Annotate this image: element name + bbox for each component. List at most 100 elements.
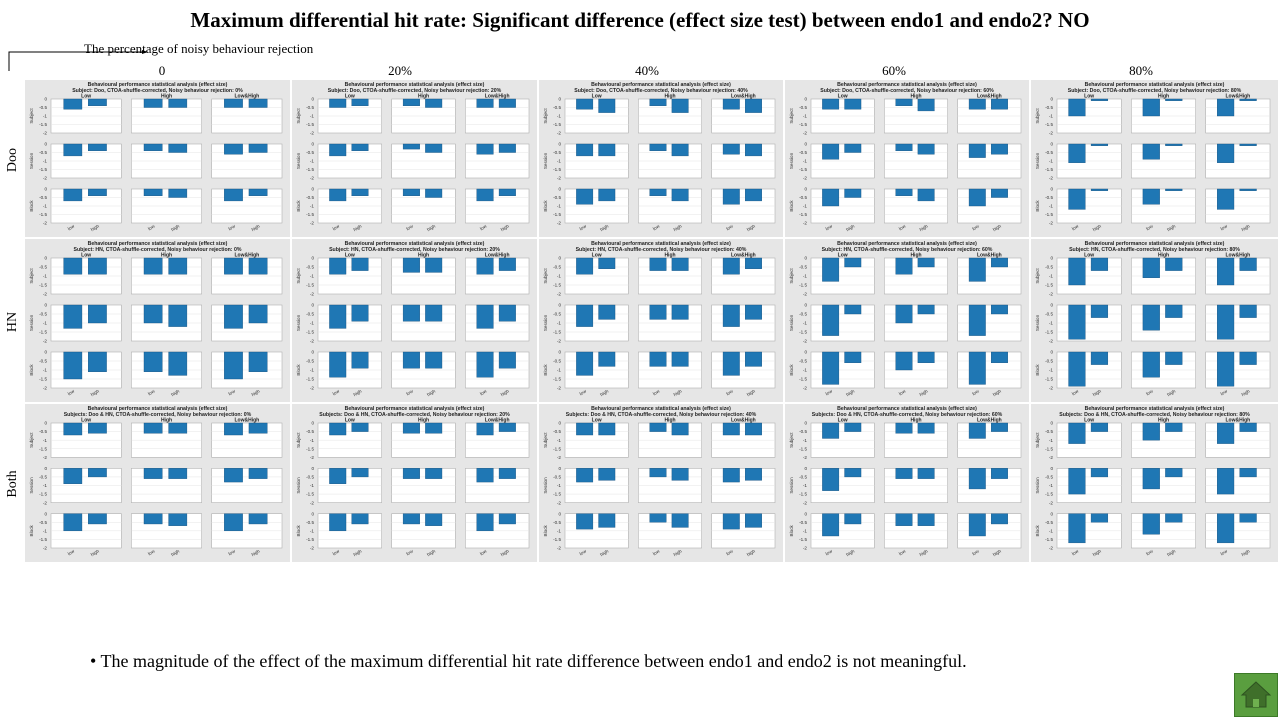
y-tick-label: -1 (1049, 483, 1054, 488)
subplot-title: Low (1084, 94, 1094, 100)
panel-subtitle: Subjects: Doo & HN, CTOA-shuffle-correct… (812, 412, 1003, 418)
x-tick-label: low (67, 388, 76, 396)
y-tick-label: 0 (44, 421, 47, 426)
bar (1217, 257, 1235, 286)
y-tick-label: 0 (558, 421, 561, 426)
y-tick-label: -2 (803, 546, 808, 551)
y-tick-label: -0.5 (799, 475, 807, 480)
bar (88, 143, 107, 152)
panel-title: Behavioural performance statistical anal… (837, 82, 977, 88)
slide-title: Maximum differential hit rate: Significa… (190, 8, 1090, 32)
x-tick-label: low (579, 388, 588, 396)
bar (143, 468, 163, 479)
subplot-row-label: Block (789, 200, 794, 212)
bar (1090, 143, 1109, 146)
subplot-row-label: Session (296, 152, 301, 169)
bar (1239, 257, 1257, 271)
y-tick-label: -0.5 (1045, 195, 1053, 200)
subplot-title: High (910, 253, 921, 259)
y-tick-label: -1 (557, 204, 562, 209)
subplot-title: Low&High (234, 94, 259, 100)
y-tick-label: -1.5 (799, 330, 807, 335)
bar (968, 468, 986, 490)
y-tick-label: -2 (43, 339, 48, 344)
bar (844, 304, 862, 315)
bar (1165, 257, 1183, 271)
y-tick-label: -2 (310, 455, 315, 460)
y-tick-label: -1 (803, 204, 808, 209)
bar (649, 468, 667, 478)
bar (598, 351, 616, 367)
x-tick-label: high (1092, 223, 1102, 232)
subplot-row-label: Block (296, 200, 301, 212)
x-tick-label: low (67, 223, 76, 231)
bar (844, 257, 862, 268)
y-tick-label: 0 (804, 256, 807, 261)
y-tick-label: -0.5 (799, 195, 807, 200)
subplot-title: Low (345, 94, 355, 100)
panel-title: Behavioural performance statistical anal… (591, 241, 731, 247)
y-tick-label: 0 (804, 350, 807, 355)
bar (1068, 188, 1086, 210)
bar (991, 351, 1008, 364)
y-tick-label: -2 (43, 546, 48, 551)
bar (917, 422, 935, 434)
bar (63, 188, 83, 202)
subplot-row-label: Subject (789, 268, 794, 284)
y-tick-label: 0 (311, 421, 314, 426)
bar (476, 513, 494, 532)
bar (722, 98, 740, 110)
x-tick-label: high (746, 548, 756, 557)
x-tick-label: low (725, 548, 734, 556)
y-tick-label: -0.5 (553, 265, 561, 270)
subplot-title: Low&High (731, 253, 756, 259)
bar (329, 351, 347, 378)
y-tick-label: -1 (803, 483, 808, 488)
bar (991, 513, 1008, 525)
bar (895, 513, 913, 526)
y-tick-label: -2 (43, 455, 48, 460)
y-tick-label: 0 (804, 421, 807, 426)
bar (917, 188, 935, 202)
y-tick-label: -0.5 (39, 195, 47, 200)
x-tick-label: low (725, 388, 734, 396)
subplot-row-label: Session (789, 152, 794, 169)
y-tick-label: 0 (44, 142, 47, 147)
subplot-title: Low (592, 253, 602, 259)
panel-chart: Behavioural performance statistical anal… (1035, 241, 1271, 397)
bar (1090, 98, 1109, 101)
y-tick-label: -1 (310, 204, 315, 209)
bar (402, 304, 420, 322)
bar (1068, 304, 1086, 340)
x-tick-label: high (426, 388, 436, 397)
x-tick-label: high (170, 388, 180, 397)
y-tick-label: -1.5 (39, 167, 47, 172)
bar (598, 98, 616, 113)
y-tick-label: -1.5 (306, 167, 314, 172)
bar (1239, 304, 1257, 318)
subplot-row-label: Subject (29, 108, 34, 124)
panel-subtitle: Subject: Doo, CTOA-shuffle-corrected, No… (72, 88, 243, 94)
subplot-title: Low (1084, 418, 1094, 424)
bar (745, 468, 762, 481)
panel-title: Behavioural performance statistical anal… (88, 82, 228, 88)
bar (351, 188, 369, 197)
y-tick-label: -2 (803, 500, 808, 505)
y-tick-label: -2 (310, 339, 315, 344)
bar (476, 98, 494, 108)
home-button[interactable] (1234, 673, 1278, 717)
y-tick-label: 0 (44, 350, 47, 355)
x-tick-label: high (746, 223, 756, 232)
y-tick-label: -1 (1049, 114, 1054, 119)
y-tick-label: -2 (43, 176, 48, 181)
bar (1239, 513, 1257, 523)
row-label: HN (0, 239, 26, 404)
bar (1142, 98, 1160, 117)
bar (991, 188, 1008, 198)
y-tick-label: -1.5 (553, 492, 561, 497)
subplot-row-label: Block (29, 525, 34, 537)
bar (248, 98, 268, 108)
bar (143, 422, 163, 434)
home-icon (1240, 681, 1272, 708)
panel-subtitle: Subjects: Doo & HN, CTOA-shuffle-correct… (319, 412, 510, 418)
